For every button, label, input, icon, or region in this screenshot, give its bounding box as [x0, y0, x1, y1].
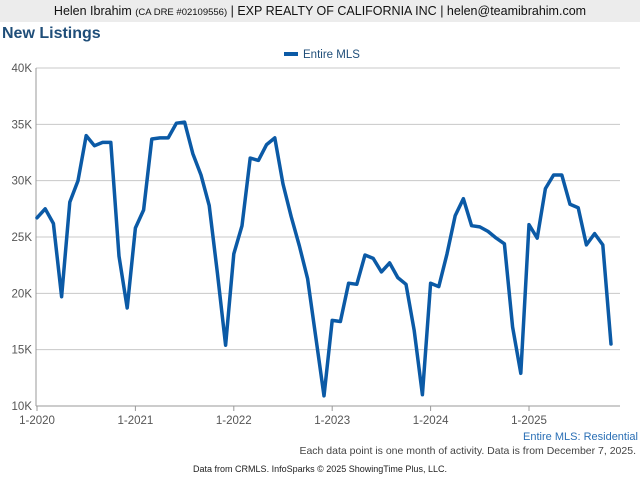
line-chart: 10K 15K 20K 25K 30K 35K 40K 1-2020 1-2021 1-2022 1…	[12, 49, 638, 440]
legend-label: Entire MLS	[303, 49, 360, 61]
data-point	[470, 224, 473, 227]
y-tick-label: 40K	[12, 63, 33, 75]
brokerage-name: EXP REALTY OF CALIFORNIA INC	[237, 4, 437, 18]
data-point	[167, 136, 170, 139]
data-point	[282, 183, 285, 186]
data-point	[544, 187, 547, 190]
data-point	[355, 283, 358, 286]
data-point	[560, 174, 563, 177]
y-tick-label: 20K	[12, 288, 33, 300]
data-point	[421, 393, 424, 396]
data-point	[437, 285, 440, 288]
data-point	[577, 206, 580, 209]
data-point	[77, 179, 80, 182]
data-point	[60, 295, 63, 298]
data-point	[241, 224, 244, 227]
data-point	[380, 270, 383, 273]
data-point	[478, 225, 481, 228]
data-point	[290, 215, 293, 218]
header-separator: |	[230, 4, 234, 18]
data-point	[446, 252, 449, 255]
data-point	[273, 136, 276, 139]
data-point	[224, 344, 227, 347]
data-point	[601, 243, 604, 246]
data-point	[610, 343, 613, 346]
y-tick-label: 30K	[12, 176, 33, 188]
x-tick-label: 1-2023	[314, 415, 350, 427]
y-tick-label: 10K	[12, 401, 33, 413]
data-point	[126, 306, 129, 309]
data-point	[331, 319, 334, 322]
data-point	[200, 174, 203, 177]
data-point	[298, 245, 301, 248]
data-point	[134, 226, 137, 229]
data-point	[503, 242, 506, 245]
data-point	[183, 121, 186, 124]
data-point	[52, 222, 55, 225]
data-point	[68, 201, 71, 204]
data-source: Data from CRMLS. InfoSparks © 2025 Showi…	[193, 464, 447, 474]
data-point	[372, 257, 375, 260]
data-point	[109, 141, 112, 144]
data-point	[150, 137, 153, 140]
data-point	[569, 203, 572, 206]
data-point	[323, 394, 326, 397]
data-point	[364, 254, 367, 257]
data-point	[85, 134, 88, 137]
data-point	[593, 232, 596, 235]
data-point	[36, 216, 39, 219]
data-point	[347, 282, 350, 285]
data-point	[93, 144, 96, 147]
x-tick-label: 1-2022	[216, 415, 252, 427]
data-point	[249, 157, 252, 160]
x-tick-label: 1-2020	[19, 415, 55, 427]
agent-email[interactable]: helen@teamibrahim.com	[446, 4, 587, 18]
data-point	[306, 277, 309, 280]
data-point	[118, 255, 121, 258]
y-tick-label: 25K	[12, 232, 33, 244]
data-point	[339, 320, 342, 323]
data-point	[208, 204, 211, 207]
data-point	[265, 143, 268, 146]
x-tick-label: 1-2025	[511, 415, 547, 427]
data-note: Each data point is one month of activity…	[299, 445, 636, 457]
agent-license: (CA DRE #02109556)	[135, 7, 228, 18]
data-point	[429, 282, 432, 285]
data-point	[159, 136, 162, 139]
data-point	[388, 261, 391, 264]
data-point	[175, 122, 178, 125]
data-point	[487, 230, 490, 233]
data-point	[101, 141, 104, 144]
data-point	[454, 214, 457, 217]
agent-name: Helen Ibrahim	[53, 4, 132, 18]
header-separator: |	[440, 4, 444, 18]
data-point	[396, 276, 399, 279]
y-tick-label: 35K	[12, 119, 33, 131]
x-tick-label: 1-2024	[413, 415, 449, 427]
y-tick-label: 15K	[12, 345, 33, 357]
data-point	[528, 223, 531, 226]
data-point	[511, 326, 514, 329]
data-point	[314, 336, 317, 339]
series-label: Entire MLS: Residential	[523, 431, 638, 440]
data-point	[232, 252, 235, 255]
data-point	[413, 329, 416, 332]
data-point	[519, 372, 522, 375]
data-point	[552, 174, 555, 177]
data-point	[257, 159, 260, 162]
data-point	[462, 197, 465, 200]
data-point	[142, 208, 145, 211]
data-point	[536, 237, 539, 240]
data-point	[191, 152, 194, 155]
data-point	[495, 237, 498, 240]
data-point	[585, 243, 588, 246]
data-point	[405, 283, 408, 286]
data-point	[216, 272, 219, 275]
x-tick-label: 1-2021	[117, 415, 153, 427]
series-line-entire-mls	[35, 120, 613, 398]
chart-title: New Listings	[2, 25, 101, 42]
header-bar: Helen Ibrahim (CA DRE #02109556) | EXP R…	[0, 0, 640, 22]
data-point	[44, 207, 47, 210]
